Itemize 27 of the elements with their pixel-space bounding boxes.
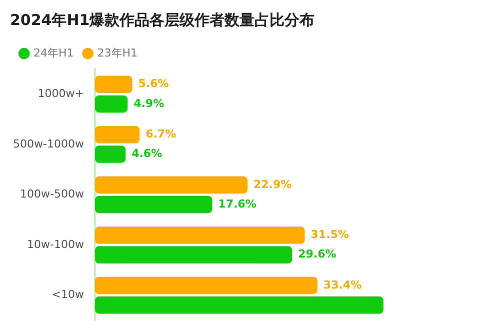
chart-title: 2024年H1爆款作品各层级作者数量占比分布 bbox=[10, 10, 315, 29]
bar bbox=[94, 246, 292, 264]
y-tick-label: 10w-100w bbox=[26, 238, 84, 251]
y-tick-label: <10w bbox=[52, 288, 84, 302]
bar bbox=[94, 176, 248, 194]
y-tick-label: 500w-1000w bbox=[13, 137, 84, 150]
data-label: 17.6% bbox=[218, 197, 256, 210]
data-label: 4.9% bbox=[134, 96, 164, 110]
y-tick-label: 100w-500w bbox=[20, 188, 84, 201]
bar bbox=[94, 196, 212, 214]
legend-label: 23年H1 bbox=[97, 46, 138, 60]
data-label: 31.5% bbox=[310, 228, 349, 242]
data-label: 4.6% bbox=[132, 147, 162, 160]
bar bbox=[94, 226, 305, 244]
bar bbox=[94, 126, 140, 144]
bar bbox=[94, 95, 128, 113]
data-label: 22.9% bbox=[253, 178, 292, 191]
bar bbox=[94, 146, 126, 163]
data-label: 29.6% bbox=[298, 248, 336, 261]
bar bbox=[94, 276, 318, 294]
bar bbox=[94, 296, 384, 314]
y-tick-label: 1000w+ bbox=[38, 87, 84, 100]
legend-label: 24年H1 bbox=[34, 46, 74, 60]
data-label: 6.7% bbox=[146, 127, 176, 140]
data-label: 5.6% bbox=[138, 77, 169, 90]
data-label: 33.4% bbox=[323, 278, 362, 292]
bar bbox=[94, 76, 132, 93]
